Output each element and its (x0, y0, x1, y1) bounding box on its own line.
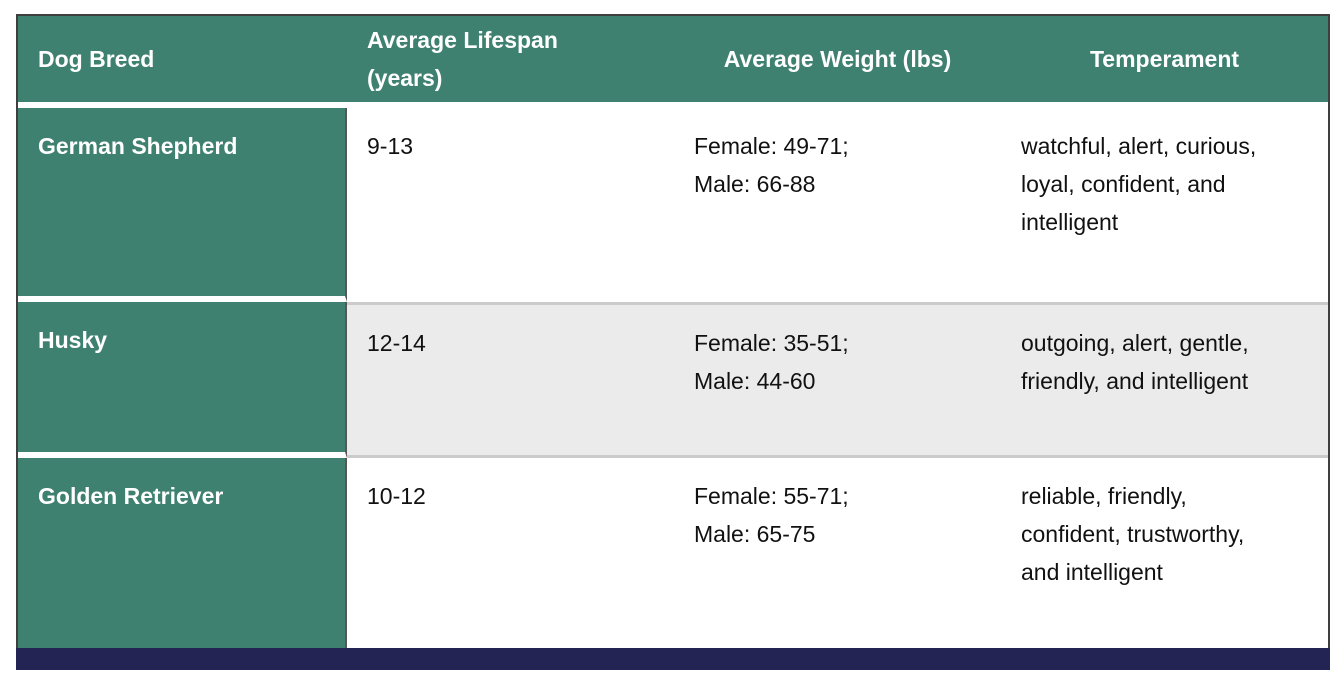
breed-cell-husky: Husky (18, 302, 347, 458)
weight-female-line: Female: 49-71; (694, 133, 849, 159)
weight-cell: Female: 55-71; Male: 65-75 (674, 458, 1001, 648)
temperament-text: outgoing, alert, gentle, friendly, and i… (1021, 330, 1249, 394)
temperament-text: watchful, alert, curious, loyal, confide… (1021, 133, 1257, 235)
breed-cell-german-shepherd: German Shepherd (18, 108, 347, 302)
column-header-dog-breed: Dog Breed (18, 16, 347, 108)
dog-breed-table: Dog Breed Average Lifespan (years) Avera… (16, 14, 1330, 670)
temperament-cell: outgoing, alert, gentle, friendly, and i… (1001, 302, 1328, 458)
lifespan-cell: 9-13 (347, 108, 674, 302)
lifespan-cell: 10-12 (347, 458, 674, 648)
temperament-text: reliable, friendly, confident, trustwort… (1021, 483, 1245, 585)
weight-male-line: Male: 65-75 (694, 521, 816, 547)
weight-female-line: Female: 35-51; (694, 330, 849, 356)
weight-female-line: Female: 55-71; (694, 483, 849, 509)
weight-cell: Female: 35-51; Male: 44-60 (674, 302, 1001, 458)
temperament-cell: reliable, friendly, confident, trustwort… (1001, 458, 1328, 648)
table-grid: Dog Breed Average Lifespan (years) Avera… (16, 14, 1330, 648)
lifespan-cell: 12-14 (347, 302, 674, 458)
breed-cell-golden-retriever: Golden Retriever (18, 458, 347, 648)
weight-male-line: Male: 44-60 (694, 368, 816, 394)
weight-cell: Female: 49-71; Male: 66-88 (674, 108, 1001, 302)
temperament-cell: watchful, alert, curious, loyal, confide… (1001, 108, 1328, 302)
column-header-average-weight: Average Weight (lbs) (674, 16, 1001, 108)
column-header-temperament: Temperament (1001, 16, 1328, 108)
weight-male-line: Male: 66-88 (694, 171, 816, 197)
column-header-average-lifespan: Average Lifespan (years) (347, 16, 674, 108)
bottom-accent-bar (16, 648, 1330, 670)
